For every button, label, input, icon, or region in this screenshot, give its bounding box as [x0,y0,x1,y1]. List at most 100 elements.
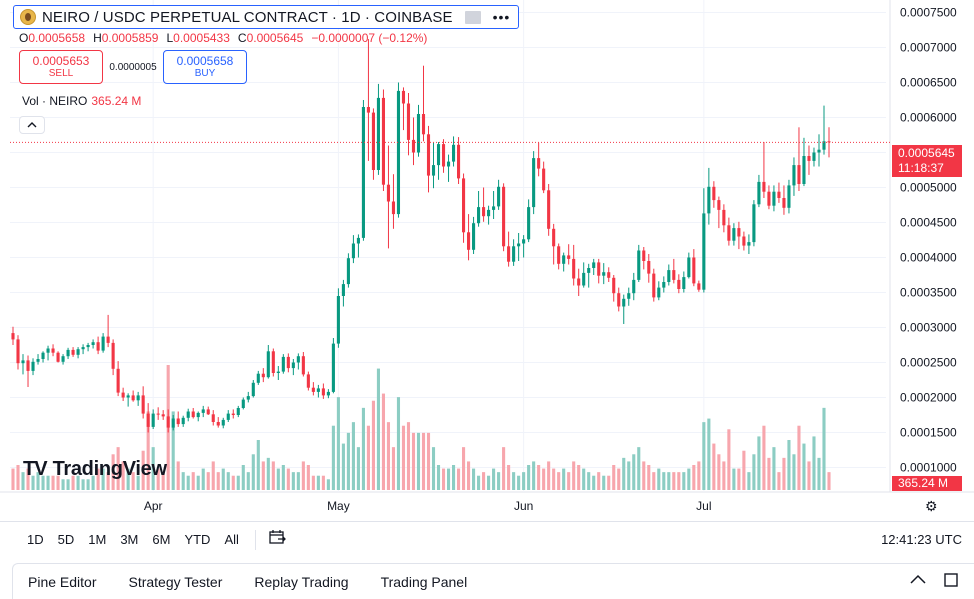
tradingview-logo[interactable]: TV TradingView [23,458,167,481]
volume-bar [742,450,746,490]
volume-bar [762,425,766,490]
sell-button[interactable]: 0.0005653 SELL [19,50,103,84]
candle-body [567,255,571,259]
spread-value: 0.0000005 [109,61,157,73]
candle-body [672,270,676,280]
volume-bar [231,475,235,490]
high-key: H [93,31,102,45]
candle-body [742,236,746,246]
volume-bar [472,468,476,490]
close-key: C [237,31,247,45]
timeframe-5d-button[interactable]: 5D [57,532,75,547]
symbol-title[interactable]: NEIRO / USDC PERPETUAL CONTRACT · 1D · C… [42,8,453,26]
candle-body [366,107,370,113]
candle-body [121,392,125,398]
candle-body [346,258,350,285]
candle-body [391,201,396,215]
chevron-up-icon[interactable] [909,572,927,588]
candlestick-chart[interactable]: 0.0007500 0.0007000 0.0006500 0.0006000 0.00… [0,0,974,520]
volume-bar [752,454,756,490]
volume-bar [557,472,561,490]
candle-body [176,418,180,425]
candle-body [336,296,340,344]
volume-bar [71,475,75,490]
volume-bar [597,472,601,490]
volume-bar [406,422,411,490]
tab-replay-trading[interactable]: Replay Trading [254,573,349,590]
candle-body [331,343,335,392]
volume-bar [456,468,461,490]
price-axis-label: 0.0007000 [900,41,957,55]
timeframe-all-button[interactable]: All [224,532,239,547]
settings-gear-icon[interactable]: ⚙ [925,498,938,514]
tab-strategy-tester[interactable]: Strategy Tester [128,573,223,590]
candle-body [557,246,561,264]
price-axis-label: 0.0004500 [900,216,957,230]
timeframe-ytd-button[interactable]: YTD [184,532,211,547]
candle-body [456,144,461,179]
flag-icon[interactable] [464,10,481,24]
candle-body [191,411,195,418]
volume-bar [206,472,210,490]
volume-bar [386,422,391,490]
more-options-icon[interactable]: ••• [492,9,511,25]
candle-body [477,207,481,224]
timeframe-6m-button[interactable]: 6M [152,532,171,547]
symbol-selector[interactable]: NEIRO / USDC PERPETUAL CONTRACT · 1D · C… [13,5,520,29]
candle-body [236,408,240,415]
candle-body [537,158,541,169]
volume-bar [171,411,175,490]
buy-button[interactable]: 0.0005658 BUY [163,50,247,84]
tab-pine-editor[interactable]: Pine Editor [28,573,97,590]
candle-body [166,416,170,428]
volume-bar [96,468,100,490]
volume-bar [311,475,315,490]
volume-bar [732,468,736,490]
price-axis-label: 0.0002000 [900,391,957,405]
volume-bar [537,465,541,490]
candle-body [276,371,280,373]
candle-body [462,178,466,233]
candle-body [807,156,811,161]
candle-body [702,213,706,290]
ohlc-legend: O0.0005658 H0.0005859 L0.0005433 C0.0005… [19,31,427,45]
volume-bar [236,475,240,490]
candle-body [637,250,641,280]
volume-legend[interactable]: Vol · NEIRO 365.24 M [22,94,141,108]
chart-area[interactable]: 0.0007500 0.0007000 0.0006500 0.0006000 0.00… [0,0,974,520]
candle-body [802,156,806,184]
candle-body [91,342,95,345]
timeframe-1d-button[interactable]: 1D [27,532,44,547]
buy-label: BUY [194,68,216,79]
candle-body [196,412,200,418]
volume-legend-value: 365.24 M [91,94,142,108]
tab-trading-panel[interactable]: Trading Panel [380,573,468,590]
calendar-range-icon[interactable] [268,528,286,551]
volume-bar [767,457,771,490]
volume-bar [702,422,706,490]
timeframe-3m-button[interactable]: 3M [120,532,139,547]
volume-bar [782,457,786,490]
chevron-up-icon [27,122,37,128]
candle-body [487,209,491,217]
volume-bar [411,432,416,490]
volume-bar [657,468,661,490]
maximize-square-icon[interactable] [943,572,959,591]
candle-body [271,351,275,373]
legend-collapse-button[interactable] [19,116,45,134]
price-axis-label: 0.0001500 [900,426,957,440]
candle-body [431,165,436,176]
timeframe-1m-button[interactable]: 1M [88,532,107,547]
volume-bar [497,472,501,490]
volume-bar [256,440,260,490]
utc-clock[interactable]: 12:41:23 UTC [881,532,962,547]
candle-body [632,279,636,294]
volume-bar [161,472,165,490]
volume-bar [717,454,721,490]
candle-body [436,144,441,166]
candle-body [306,374,310,388]
volume-bar [376,368,380,490]
volume-bar [552,468,556,490]
volume-bar [727,429,731,490]
candle-body [171,418,175,428]
